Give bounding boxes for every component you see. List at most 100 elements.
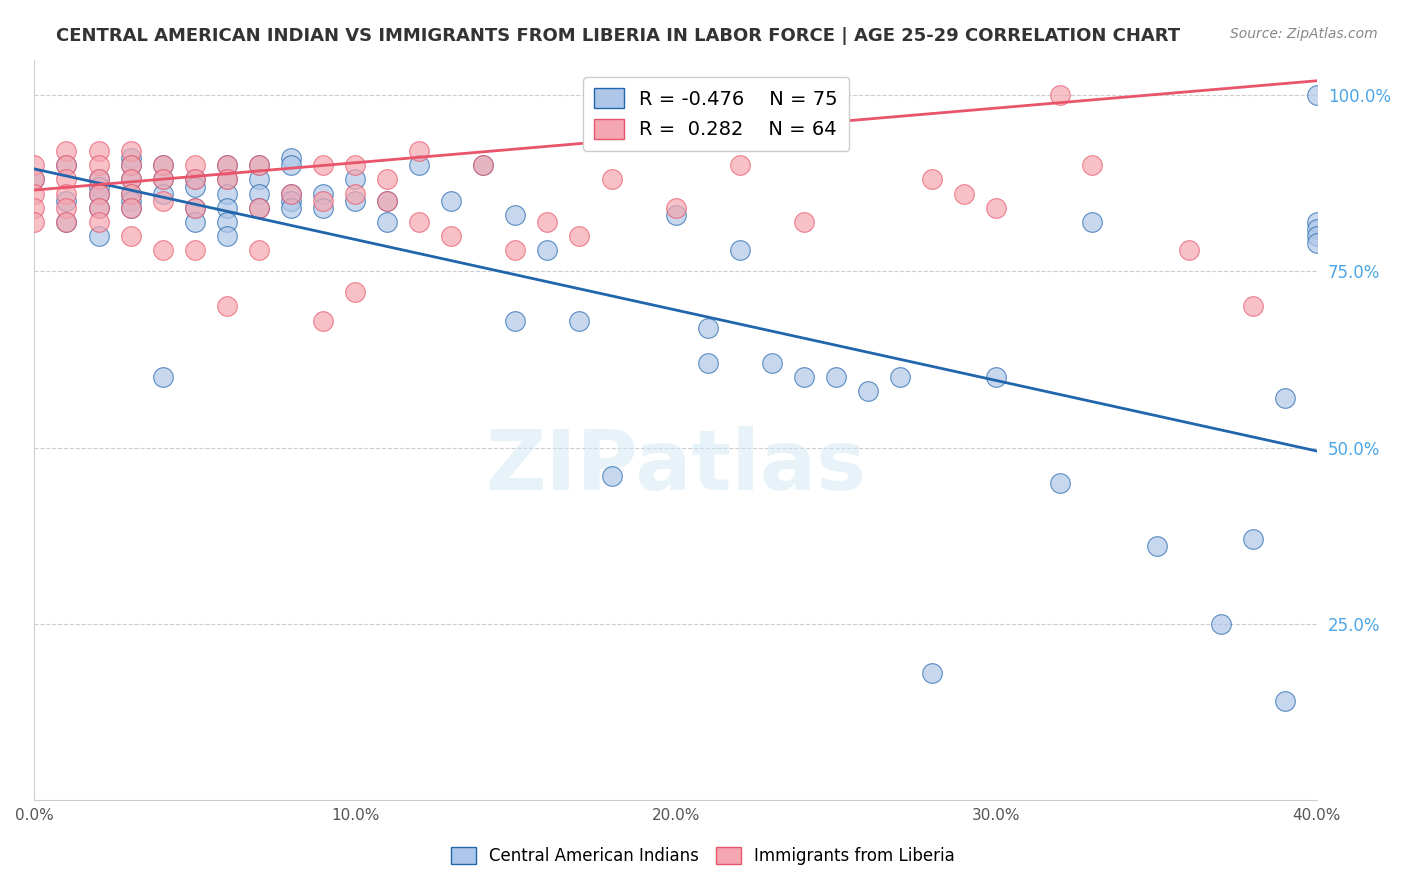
Point — [921, 172, 943, 186]
Point — [183, 201, 205, 215]
Point — [55, 158, 77, 172]
Point — [22, 215, 45, 229]
Point — [183, 243, 205, 257]
Point — [152, 243, 174, 257]
Point — [55, 172, 77, 186]
Point — [375, 215, 398, 229]
Point — [120, 201, 142, 215]
Point — [343, 158, 366, 172]
Point — [22, 201, 45, 215]
Point — [505, 243, 527, 257]
Point — [343, 285, 366, 300]
Point — [215, 158, 238, 172]
Point — [728, 243, 751, 257]
Point — [375, 194, 398, 208]
Point — [183, 201, 205, 215]
Point — [215, 172, 238, 186]
Point — [1177, 243, 1199, 257]
Point — [472, 158, 495, 172]
Point — [120, 201, 142, 215]
Point — [247, 201, 270, 215]
Point — [22, 158, 45, 172]
Point — [55, 215, 77, 229]
Point — [215, 228, 238, 243]
Text: ZIPatlas: ZIPatlas — [485, 426, 866, 508]
Point — [152, 172, 174, 186]
Point — [1274, 391, 1296, 405]
Point — [312, 186, 335, 201]
Point — [1209, 616, 1232, 631]
Point — [280, 158, 302, 172]
Point — [55, 194, 77, 208]
Point — [120, 186, 142, 201]
Point — [183, 179, 205, 194]
Point — [986, 370, 1008, 384]
Point — [22, 186, 45, 201]
Point — [1081, 158, 1104, 172]
Point — [343, 172, 366, 186]
Point — [247, 243, 270, 257]
Point — [568, 228, 591, 243]
Point — [1306, 215, 1329, 229]
Point — [536, 243, 558, 257]
Point — [152, 186, 174, 201]
Point — [120, 194, 142, 208]
Point — [761, 356, 783, 370]
Point — [120, 152, 142, 166]
Point — [280, 186, 302, 201]
Point — [280, 152, 302, 166]
Point — [87, 172, 110, 186]
Point — [728, 158, 751, 172]
Point — [440, 228, 463, 243]
Point — [953, 186, 976, 201]
Point — [215, 158, 238, 172]
Point — [215, 201, 238, 215]
Point — [247, 158, 270, 172]
Point — [1049, 475, 1071, 490]
Point — [1306, 228, 1329, 243]
Legend: Central American Indians, Immigrants from Liberia: Central American Indians, Immigrants fro… — [441, 837, 965, 875]
Point — [665, 208, 688, 222]
Point — [1241, 300, 1264, 314]
Legend: R = -0.476    N = 75, R =  0.282    N = 64: R = -0.476 N = 75, R = 0.282 N = 64 — [582, 77, 849, 151]
Point — [87, 172, 110, 186]
Point — [312, 158, 335, 172]
Point — [1241, 532, 1264, 546]
Point — [856, 384, 879, 398]
Point — [986, 201, 1008, 215]
Point — [87, 158, 110, 172]
Point — [183, 172, 205, 186]
Point — [440, 194, 463, 208]
Point — [247, 172, 270, 186]
Point — [247, 158, 270, 172]
Point — [375, 194, 398, 208]
Point — [696, 356, 718, 370]
Point — [22, 172, 45, 186]
Point — [1274, 694, 1296, 708]
Point — [87, 145, 110, 159]
Point — [183, 158, 205, 172]
Point — [600, 172, 623, 186]
Point — [1146, 539, 1168, 553]
Point — [1081, 215, 1104, 229]
Point — [600, 468, 623, 483]
Point — [55, 201, 77, 215]
Point — [120, 158, 142, 172]
Point — [215, 172, 238, 186]
Point — [375, 172, 398, 186]
Point — [87, 228, 110, 243]
Point — [793, 370, 815, 384]
Point — [152, 158, 174, 172]
Point — [247, 201, 270, 215]
Point — [343, 194, 366, 208]
Point — [408, 145, 430, 159]
Point — [793, 215, 815, 229]
Point — [280, 194, 302, 208]
Point — [87, 201, 110, 215]
Point — [120, 186, 142, 201]
Point — [87, 215, 110, 229]
Point — [312, 201, 335, 215]
Point — [247, 186, 270, 201]
Point — [696, 320, 718, 334]
Text: CENTRAL AMERICAN INDIAN VS IMMIGRANTS FROM LIBERIA IN LABOR FORCE | AGE 25-29 CO: CENTRAL AMERICAN INDIAN VS IMMIGRANTS FR… — [56, 27, 1181, 45]
